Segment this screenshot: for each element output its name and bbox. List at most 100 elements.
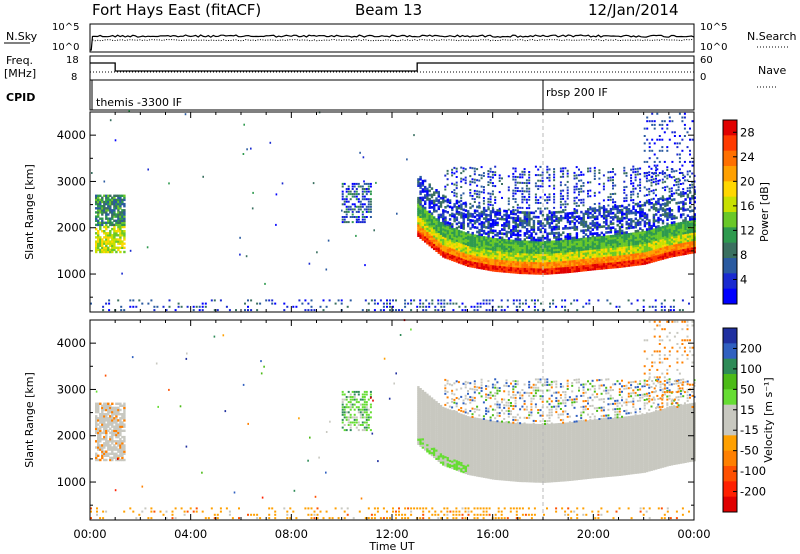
echo-cell [439, 407, 443, 410]
echo-cell [435, 220, 438, 223]
echo-cell [442, 252, 445, 256]
echo-cell [519, 238, 522, 241]
echo-cell [544, 251, 547, 255]
echo-cell [455, 170, 458, 173]
echo-cell [621, 254, 624, 258]
echo-cell [419, 421, 422, 424]
echo-cell [618, 217, 622, 221]
echo-cell [616, 234, 619, 237]
echo-cell [469, 202, 472, 205]
echo-cell [448, 243, 452, 246]
echo-cell [485, 226, 488, 229]
echo-cell [677, 177, 680, 180]
echo-cell [639, 244, 642, 247]
echo-cell [469, 235, 472, 239]
echo-cell [417, 392, 420, 395]
echo-cell [476, 266, 479, 269]
echo-cell [653, 172, 656, 174]
echo-cell [105, 250, 108, 254]
echo-cell [625, 220, 628, 224]
echo-cell [410, 299, 413, 302]
echo-cell [663, 299, 666, 302]
echo-cell [426, 435, 429, 438]
echo-cell [676, 146, 679, 149]
echo-cell [539, 270, 542, 273]
echo-cell [605, 262, 608, 266]
echo-cell [605, 235, 608, 238]
echo-cell [516, 244, 520, 247]
echo-cell [343, 218, 346, 221]
echo-cell [117, 223, 120, 227]
echo-cell [516, 242, 520, 245]
echo-cell [541, 241, 545, 244]
echo-cell [666, 212, 669, 215]
echo-cell [457, 242, 461, 245]
echo-cell [618, 240, 622, 243]
echo-cell [557, 256, 560, 260]
echo-cell [616, 209, 619, 212]
echo-cell [682, 246, 685, 250]
echo-cell [548, 272, 551, 275]
echo-cell [487, 259, 490, 263]
echo-cell [480, 235, 483, 239]
echo-cell [510, 229, 513, 232]
echo-cell [600, 244, 603, 247]
echo-cell [636, 256, 640, 260]
echo-cell [97, 205, 100, 208]
echo-cell [591, 222, 594, 225]
echo-cell [548, 244, 551, 248]
echo-cell [596, 238, 599, 241]
echo-cell [426, 214, 429, 218]
echo-cell [367, 200, 370, 203]
echo-cell [632, 236, 635, 240]
echo-cell [424, 225, 427, 228]
echo-cell [498, 213, 502, 216]
echo-cell [437, 215, 440, 219]
echo-cell [555, 256, 558, 260]
echo-cell [162, 305, 165, 308]
echo-cell [451, 208, 454, 212]
echo-cell [677, 207, 680, 211]
echo-cell [661, 181, 664, 184]
echo-cell [621, 252, 624, 256]
echo-cell [652, 240, 656, 244]
echo-cell [664, 246, 667, 249]
echo-cell [435, 234, 438, 238]
echo-cell [548, 265, 551, 269]
echo-cell [446, 254, 449, 258]
echo-cell [419, 396, 422, 399]
echo-cell [566, 243, 570, 247]
echo-cell [612, 257, 615, 261]
echo-cell [426, 433, 429, 436]
echo-cell [670, 238, 674, 241]
echo-cell [448, 413, 452, 417]
echo-cell [462, 243, 465, 247]
echo-cell [546, 249, 549, 252]
echo-cell [589, 251, 592, 255]
echo-cell [464, 242, 468, 246]
echo-cell [433, 447, 436, 450]
echo-cell [113, 242, 116, 245]
echo-cell [489, 212, 492, 215]
echo-cell [121, 213, 124, 216]
echo-cell [123, 232, 126, 235]
echo-cell [487, 268, 490, 271]
echo-cell [426, 395, 429, 399]
echo-cell [421, 198, 425, 202]
echo-cell [437, 249, 440, 252]
echo-cell [444, 235, 447, 238]
echo-cell [625, 214, 628, 218]
echo-cell [571, 257, 574, 261]
echo-cell [491, 221, 495, 224]
echo-cell [612, 226, 615, 229]
echo-cell [123, 215, 126, 218]
echo-cell [430, 243, 434, 247]
echo-cell [446, 225, 449, 229]
echo-cell [444, 231, 447, 234]
cpid-mode-2: rbsp 200 IF [546, 86, 608, 99]
echo-cell [550, 219, 554, 223]
echo-cell [525, 257, 529, 260]
echo-cell [666, 241, 669, 244]
echo-cell [105, 225, 108, 229]
echo-cell [424, 445, 427, 449]
